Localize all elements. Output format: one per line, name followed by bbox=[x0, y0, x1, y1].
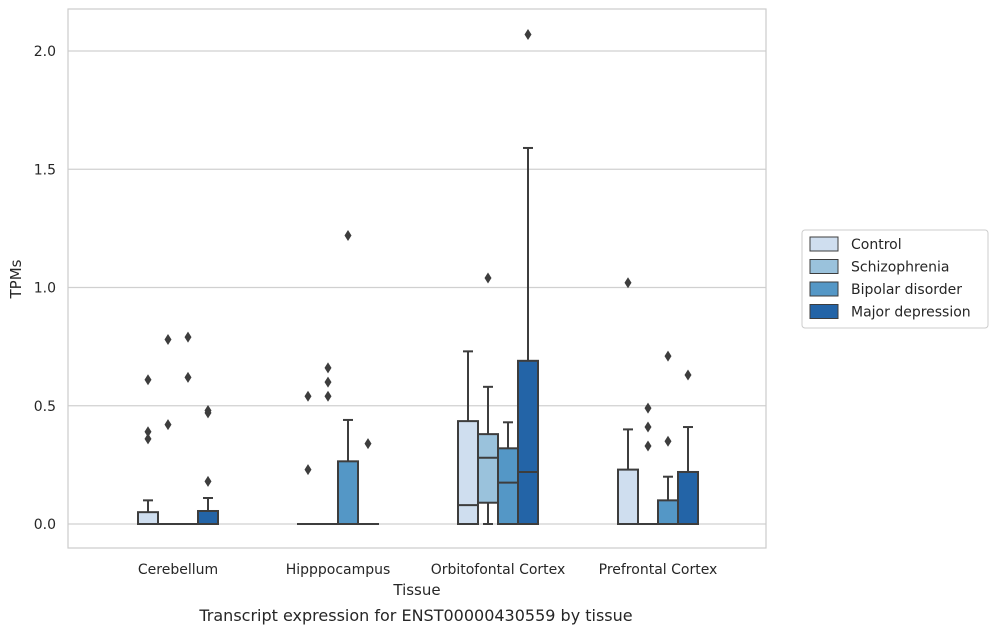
x-axis-title: Tissue bbox=[392, 581, 440, 599]
iqr-box bbox=[497, 447, 519, 526]
outlier-point bbox=[184, 371, 192, 383]
outlier-point bbox=[644, 402, 652, 414]
outlier-point bbox=[304, 464, 312, 476]
outlier-point bbox=[164, 334, 172, 346]
outlier-point bbox=[144, 374, 152, 386]
iqr-box bbox=[477, 433, 499, 504]
box-bipolar-disorder bbox=[337, 229, 359, 526]
legend: Control Schizophrenia Bipolar disorder Majo… bbox=[801, 229, 989, 329]
x-tick-label: Orbitofontal Cortex bbox=[431, 562, 566, 578]
outlier-point bbox=[144, 433, 152, 445]
iqr-box bbox=[517, 359, 539, 525]
outlier-point bbox=[324, 390, 332, 402]
iqr-box bbox=[137, 511, 159, 525]
box-bipolar-disorder bbox=[177, 331, 199, 526]
y-tick-label: 0.5 bbox=[34, 399, 56, 415]
y-tick-label: 0.0 bbox=[34, 517, 56, 533]
box-schizophrenia bbox=[637, 402, 659, 526]
outlier-point bbox=[344, 229, 352, 241]
outlier-point bbox=[164, 419, 172, 431]
box-control bbox=[617, 277, 639, 526]
legend-label: Bipolar disorder bbox=[851, 282, 962, 298]
iqr-box bbox=[657, 499, 679, 526]
figure-caption: Transcript expression for ENST0000043055… bbox=[199, 606, 633, 625]
outlier-point bbox=[324, 362, 332, 374]
box-control bbox=[457, 350, 479, 525]
outlier-point bbox=[664, 435, 672, 447]
box-bipolar-disorder bbox=[497, 421, 519, 526]
legend-label: Major depression bbox=[851, 305, 971, 321]
outlier-point bbox=[184, 331, 192, 343]
outlier-point bbox=[204, 475, 212, 487]
box-control bbox=[137, 374, 159, 525]
outlier-point bbox=[684, 369, 692, 381]
outlier-point bbox=[664, 350, 672, 362]
legend-swatch bbox=[809, 281, 839, 297]
iqr-box bbox=[197, 509, 219, 525]
outlier-point bbox=[484, 272, 492, 284]
legend-label: Control bbox=[851, 237, 902, 253]
y-tick-label: 1.5 bbox=[34, 162, 56, 178]
legend-swatch bbox=[809, 259, 839, 274]
iqr-box bbox=[677, 470, 699, 525]
iqr-box bbox=[617, 468, 639, 526]
outlier-point bbox=[644, 421, 652, 433]
legend-swatch bbox=[809, 304, 839, 319]
y-axis-title: TPMs bbox=[7, 259, 25, 299]
outlier-point bbox=[524, 28, 532, 40]
box-schizophrenia bbox=[157, 334, 179, 526]
box-schizophrenia bbox=[317, 362, 339, 526]
plot-area-frame bbox=[67, 8, 767, 549]
box-control bbox=[297, 390, 319, 526]
box-plots bbox=[137, 28, 699, 526]
iqr-box bbox=[457, 420, 479, 525]
legend-entries: Control Schizophrenia Bipolar disorder Majo… bbox=[809, 236, 971, 321]
outlier-point bbox=[304, 390, 312, 402]
legend-swatch bbox=[809, 236, 839, 252]
legend-label: Schizophrenia bbox=[851, 260, 949, 276]
box-major-depression bbox=[677, 369, 699, 525]
legend-frame bbox=[801, 229, 989, 329]
y-tick-label: 2.0 bbox=[34, 44, 56, 60]
outlier-point bbox=[364, 438, 372, 450]
outlier-point bbox=[624, 277, 632, 289]
grid-lines bbox=[68, 50, 766, 525]
box-major-depression bbox=[357, 438, 379, 526]
box-schizophrenia bbox=[477, 272, 499, 525]
x-axis-ticks: Cerebellum Hipppocampus Orbitofontal Corte… bbox=[138, 562, 717, 578]
box-bipolar-disorder bbox=[657, 350, 679, 526]
box-major-depression bbox=[517, 28, 539, 525]
box-major-depression bbox=[197, 404, 219, 525]
outlier-point bbox=[144, 426, 152, 438]
x-tick-label: Cerebellum bbox=[138, 562, 218, 578]
outlier-point bbox=[644, 440, 652, 452]
x-tick-label: Prefrontal Cortex bbox=[599, 562, 718, 578]
outlier-point bbox=[324, 376, 332, 388]
x-tick-label: Hipppocampus bbox=[286, 562, 391, 578]
y-axis-ticks: 0.0 0.5 1.0 1.5 2.0 bbox=[34, 44, 56, 533]
iqr-box bbox=[337, 460, 359, 526]
y-tick-label: 1.0 bbox=[34, 281, 56, 297]
outlier-point bbox=[204, 404, 212, 416]
